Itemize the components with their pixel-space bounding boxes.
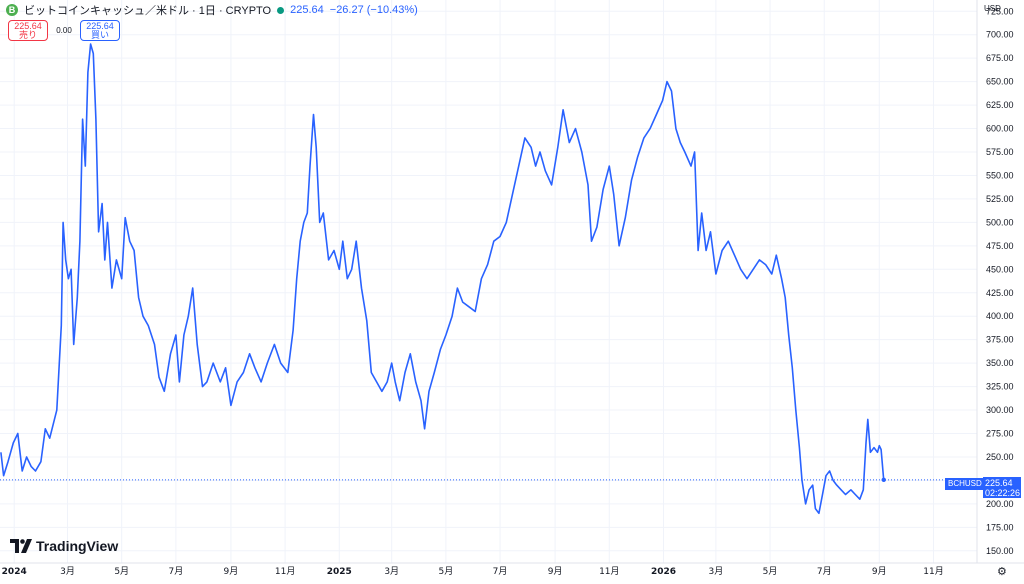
x-tick-label: 2025 <box>327 567 352 577</box>
symbol-title[interactable]: ビットコインキャッシュ／米ドル · 1日 · CRYPTO <box>24 5 272 17</box>
y-tick-label: 250.00 <box>986 452 1014 462</box>
trade-panel: 225.64 売り 0.00 225.64 買い <box>8 20 120 41</box>
y-tick-label: 575.00 <box>986 147 1014 157</box>
y-tick-label: 650.00 <box>986 77 1014 87</box>
x-tick-label: 7月 <box>817 566 832 577</box>
symbol-header: B ビットコインキャッシュ／米ドル · 1日 · CRYPTO 225.64 −… <box>6 2 418 18</box>
last-price-value: 225.64 <box>290 4 324 16</box>
x-tick-label: 11月 <box>923 566 943 577</box>
tradingview-logo[interactable]: TradingView <box>10 538 118 554</box>
price-change-value: −26.27 (−10.43%) <box>329 4 418 16</box>
y-tick-label: 275.00 <box>986 429 1014 439</box>
y-tick-label: 300.00 <box>986 405 1014 415</box>
y-tick-label: 450.00 <box>986 264 1014 274</box>
buy-button[interactable]: 225.64 買い <box>80 20 120 41</box>
sell-price: 225.64 <box>14 21 42 31</box>
y-tick-label: 725.00 <box>986 6 1014 16</box>
sell-label: 売り <box>18 30 37 40</box>
y-tick-label: 475.00 <box>986 241 1014 251</box>
currency-label: USD <box>984 4 1001 13</box>
x-tick-label: 11月 <box>599 566 619 577</box>
x-tick-label: 5月 <box>763 566 778 577</box>
y-tick-label: 425.00 <box>986 288 1014 298</box>
x-tick-label: 2026 <box>651 567 676 577</box>
y-tick-label: 400.00 <box>986 311 1014 321</box>
y-tick-label: 675.00 <box>986 53 1014 63</box>
y-tick-label: 550.00 <box>986 170 1014 180</box>
y-tick-label: 325.00 <box>986 382 1014 392</box>
x-tick-label: 5月 <box>114 566 129 577</box>
tradingview-logo-icon <box>10 539 32 553</box>
bitcoin-cash-logo-icon: B <box>6 4 18 16</box>
y-tick-label: 525.00 <box>986 194 1014 204</box>
y-tick-label: 175.00 <box>986 522 1014 532</box>
x-tick-label: 3月 <box>384 566 399 577</box>
spread-value: 0.00 <box>56 26 72 35</box>
last-point-marker <box>881 477 886 483</box>
symbol-tag: BCHUSD <box>945 478 985 490</box>
y-tick-label: 375.00 <box>986 335 1014 345</box>
x-tick-label: 7月 <box>493 566 508 577</box>
last-price-tag: 225.64 02:22:26 <box>983 477 1021 498</box>
market-status-icon[interactable] <box>277 6 285 14</box>
x-tick-label: 11月 <box>275 566 295 577</box>
y-tick-label: 600.00 <box>986 124 1014 134</box>
x-tick-label: 9月 <box>872 566 887 577</box>
x-tick-label: 3月 <box>60 566 75 577</box>
last-price-tag-value: 225.64 <box>985 478 1013 488</box>
x-tick-label: 5月 <box>439 566 454 577</box>
sell-button[interactable]: 225.64 売り <box>8 20 48 41</box>
series-line-bchusd <box>0 43 885 515</box>
x-tick-label: 9月 <box>548 566 563 577</box>
gear-icon[interactable]: ⚙ <box>997 566 1007 578</box>
y-tick-label: 350.00 <box>986 358 1014 368</box>
buy-label: 買い <box>90 30 109 40</box>
buy-price: 225.64 <box>86 21 114 31</box>
y-tick-label: 200.00 <box>986 499 1014 509</box>
y-tick-label: 625.00 <box>986 100 1014 110</box>
x-tick-label: 7月 <box>168 566 183 577</box>
x-tick-label: 9月 <box>224 566 239 577</box>
y-tick-label: 150.00 <box>986 546 1014 556</box>
countdown-timer: 02:22:26 <box>985 488 1021 498</box>
x-tick-label: 3月 <box>709 566 724 577</box>
x-tick-label: 2024 <box>2 567 27 577</box>
y-tick-label: 700.00 <box>986 30 1014 40</box>
y-tick-label: 500.00 <box>986 217 1014 227</box>
brand-name: TradingView <box>36 538 119 554</box>
